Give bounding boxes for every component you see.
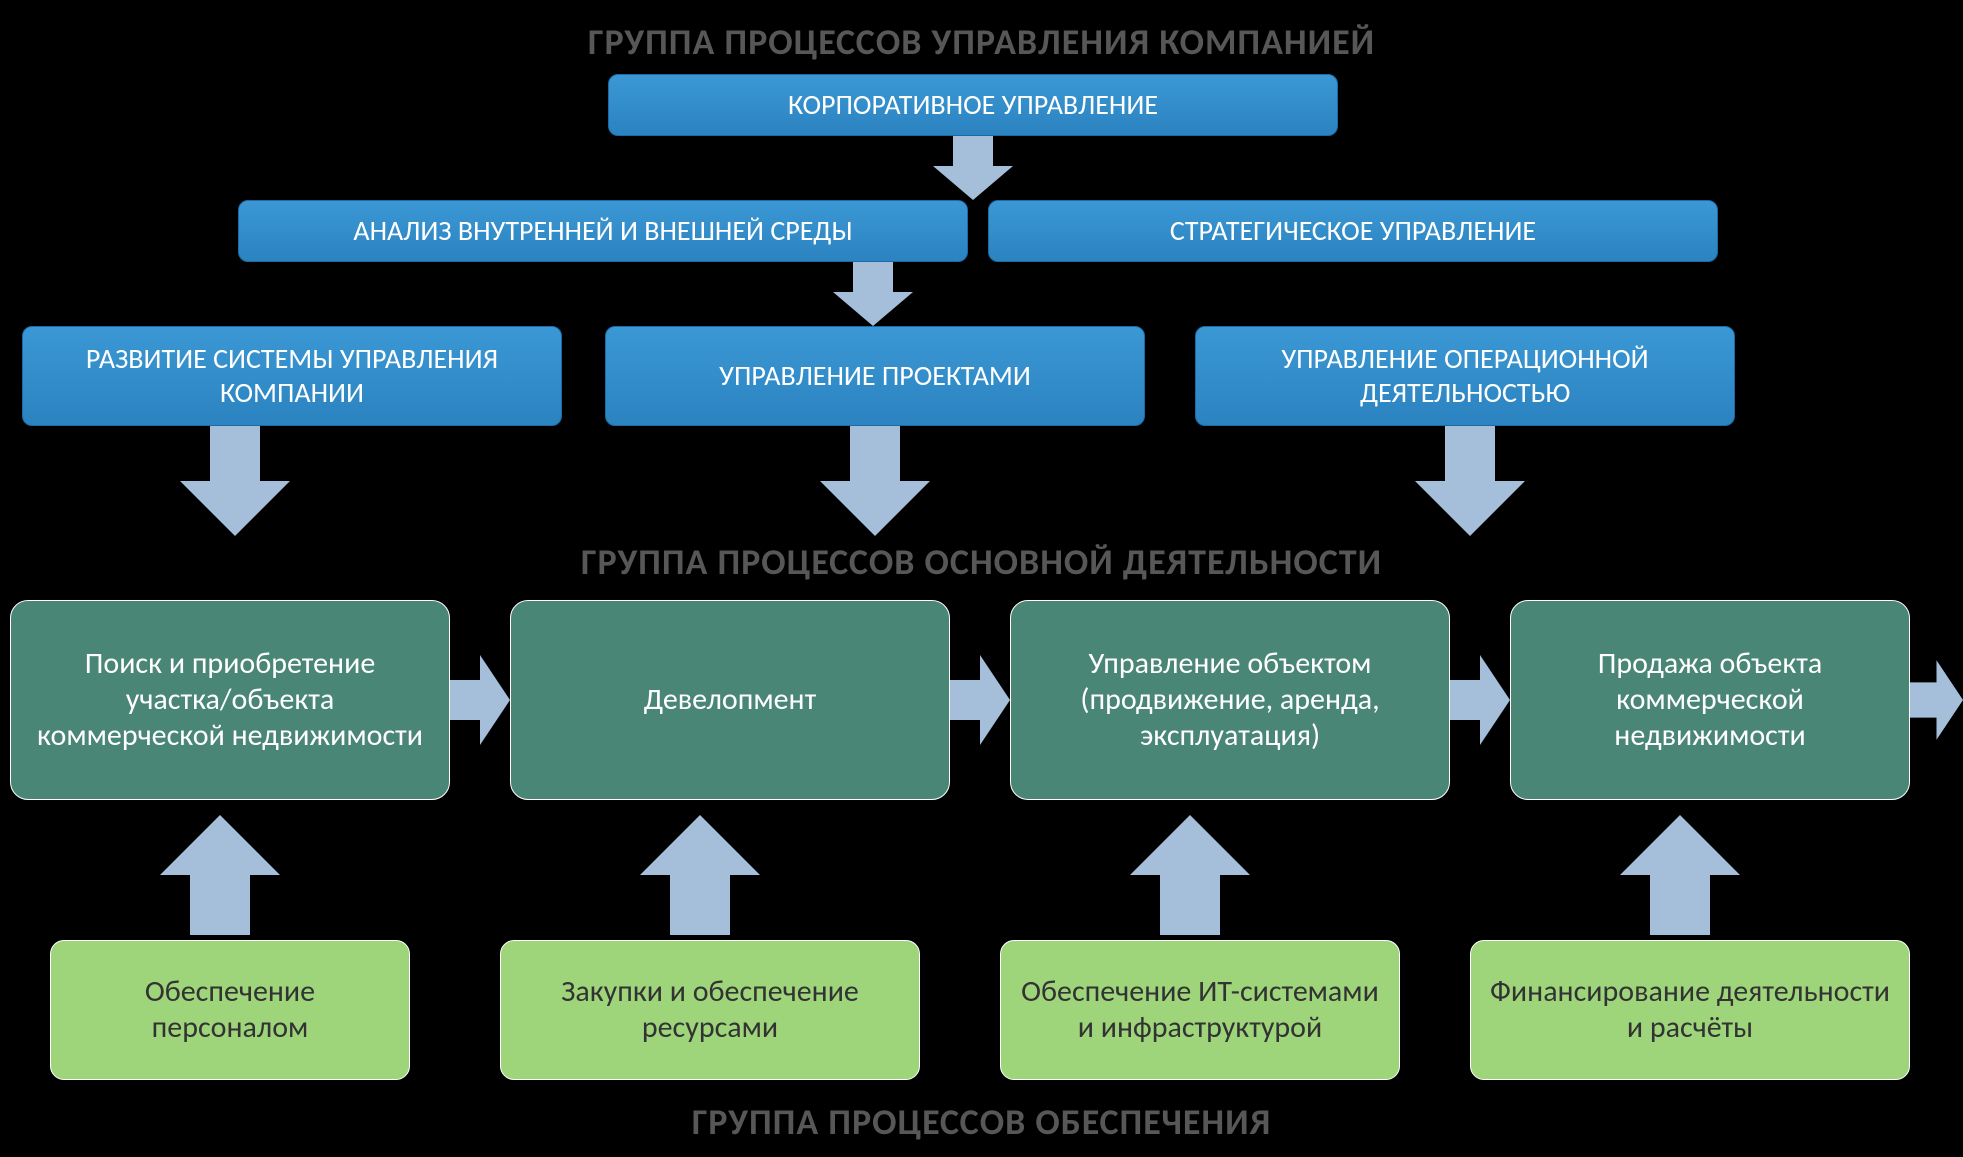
- arrow-up-icon: [1130, 815, 1250, 935]
- box-development: Девелопмент: [510, 600, 950, 800]
- box-object-sale: Продажа объекта коммерческой недвижимост…: [1510, 600, 1910, 800]
- box-object-management: Управление объектом (продвижение, аренда…: [1010, 600, 1450, 800]
- arrow-down-icon: [820, 426, 930, 536]
- box-management-system-development: РАЗВИТИЕ СИСТЕМЫ УПРАВЛЕНИЯ КОМПАНИИ: [22, 326, 562, 426]
- arrow-right-icon: [1450, 655, 1510, 745]
- box-personnel-provision: Обеспечение персоналом: [50, 940, 410, 1080]
- box-project-management: УПРАВЛЕНИЕ ПРОЕКТАМИ: [605, 326, 1145, 426]
- box-internal-external-analysis: АНАЛИЗ ВНУТРЕННЕЙ И ВНЕШНЕЙ СРЕДЫ: [238, 200, 968, 262]
- box-corporate-governance: КОРПОРАТИВНОЕ УПРАВЛЕНИЕ: [608, 74, 1338, 136]
- arrow-right-icon: [1910, 655, 1963, 745]
- title-middle: ГРУППА ПРОЦЕССОВ ОСНОВНОЙ ДЕЯТЕЛЬНОСТИ: [0, 540, 1963, 584]
- title-bottom: ГРУППА ПРОЦЕССОВ ОБЕСПЕЧЕНИЯ: [0, 1100, 1963, 1144]
- arrow-down-icon: [1415, 426, 1525, 536]
- arrow-up-icon: [1620, 815, 1740, 935]
- arrow-up-icon: [640, 815, 760, 935]
- box-strategic-management: СТРАТЕГИЧЕСКОЕ УПРАВЛЕНИЕ: [988, 200, 1718, 262]
- box-financing-payments: Финансирование деятельности и расчёты: [1470, 940, 1910, 1080]
- box-search-acquisition: Поиск и приобретение участка/объекта ком…: [10, 600, 450, 800]
- box-operational-management: УПРАВЛЕНИЕ ОПЕРАЦИОННОЙ ДЕЯТЕЛЬНОСТЬЮ: [1195, 326, 1735, 426]
- box-it-infrastructure: Обеспечение ИТ-системами и инфраструктур…: [1000, 940, 1400, 1080]
- box-procurement-resources: Закупки и обеспечение ресурсами: [500, 940, 920, 1080]
- arrow-down-icon: [933, 136, 1013, 200]
- arrow-down-icon: [833, 262, 913, 326]
- arrow-up-icon: [160, 815, 280, 935]
- title-top: ГРУППА ПРОЦЕССОВ УПРАВЛЕНИЯ КОМПАНИЕЙ: [0, 20, 1963, 64]
- arrow-right-icon: [950, 655, 1010, 745]
- arrow-right-icon: [450, 655, 510, 745]
- arrow-down-icon: [180, 426, 290, 536]
